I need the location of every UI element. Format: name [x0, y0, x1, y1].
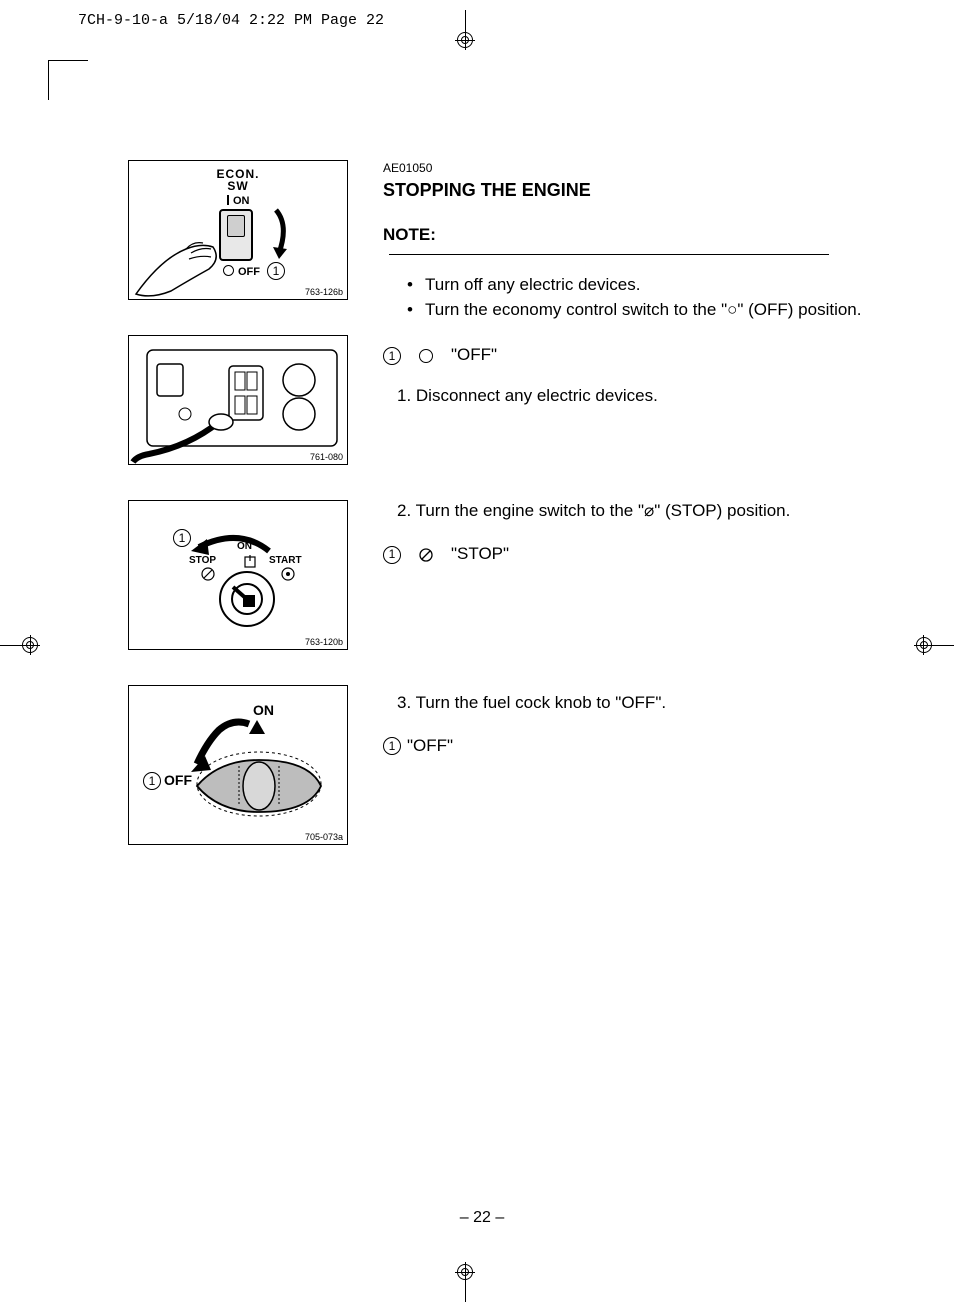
- note-bullet: Turn the economy control switch to the "…: [407, 299, 871, 322]
- note-label: NOTE:: [383, 224, 436, 247]
- callout-text: "STOP": [451, 543, 509, 566]
- off-symbol-icon: [419, 349, 433, 363]
- callout-number: 1: [383, 737, 401, 755]
- section-title: STOPPING THE ENGINE: [383, 178, 871, 202]
- fig1-label-sw: SW: [129, 179, 347, 193]
- callout-text: "OFF": [451, 344, 497, 367]
- callout-number: 1: [383, 546, 401, 564]
- crop-mark-top: [425, 10, 505, 50]
- fig4-knob-icon: [179, 716, 329, 826]
- fig3-code: 763-120b: [305, 637, 343, 647]
- callout-text: "OFF": [407, 735, 453, 758]
- doc-code: AE01050: [383, 160, 871, 176]
- fig1-callout-1: 1: [267, 262, 285, 280]
- step-3: 3. Turn the fuel cock knob to "OFF".: [397, 692, 871, 715]
- callout-row-off: 1 "OFF": [383, 344, 871, 367]
- fig3-on-icon: [243, 555, 257, 569]
- crop-mark-bottom: [425, 1262, 505, 1302]
- figure-econ-switch: ECON. SW ON OFF 1 763-126b: [128, 160, 348, 300]
- step-1: 1. Disconnect any electric devices.: [397, 385, 871, 408]
- fig1-arrow-icon: [261, 205, 291, 270]
- note-bullets: Turn off any electric devices. Turn the …: [407, 274, 871, 322]
- print-header: 7CH-9-10-a 5/18/04 2:22 PM Page 22: [78, 12, 384, 29]
- fig4-code: 705-073a: [305, 832, 343, 842]
- stop-symbol-icon: [419, 548, 433, 562]
- fig2-code: 761-080: [310, 452, 343, 462]
- fig4-callout-1: 1: [143, 772, 161, 790]
- fig3-start-icon: [281, 567, 295, 581]
- fig1-hand-icon: [131, 219, 231, 299]
- figure-panel: 761-080: [128, 335, 348, 465]
- callout-number: 1: [383, 347, 401, 365]
- content-column: AE01050 STOPPING THE ENGINE NOTE: Turn o…: [383, 160, 871, 776]
- fig1-on-label: ON: [227, 195, 250, 207]
- figures-column: ECON. SW ON OFF 1 763-126b: [128, 160, 348, 845]
- fig3-stop-label: STOP: [189, 555, 216, 566]
- fig2-panel-icon: [129, 336, 348, 465]
- note-bullet: Turn off any electric devices.: [407, 274, 871, 297]
- fig3-dial-icon: [219, 571, 275, 627]
- callout-row-off2: 1 "OFF": [383, 735, 871, 758]
- fig3-on-label: ON: [237, 541, 252, 552]
- fig3-start-label: START: [269, 555, 302, 566]
- page-number: – 22 –: [48, 1209, 916, 1227]
- page: ECON. SW ON OFF 1 763-126b: [48, 60, 916, 1252]
- step-2: 2. Turn the engine switch to the "⌀" (ST…: [397, 500, 871, 523]
- note-block: NOTE: Turn off any electric devices. Tur…: [383, 224, 871, 322]
- crop-mark-left: [0, 625, 45, 665]
- fig3-stop-icon: [201, 567, 215, 581]
- figure-fuel-cock: ON 1 OFF 705-073a: [128, 685, 348, 845]
- fig1-code: 763-126b: [305, 287, 343, 297]
- note-rule: [389, 254, 829, 255]
- callout-row-stop: 1 "STOP": [383, 543, 871, 566]
- figure-engine-switch: 1 ON STOP START 763-120b: [128, 500, 348, 650]
